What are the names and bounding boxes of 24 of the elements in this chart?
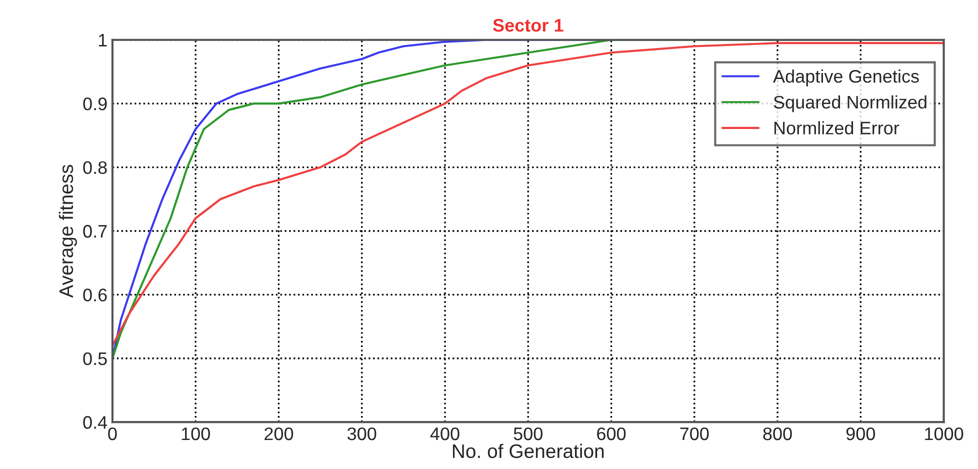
y-tick-label: 0.7 — [83, 224, 107, 238]
chart-title: Sector 1 — [493, 18, 564, 32]
x-tick-label: 400 — [430, 427, 460, 440]
x-tick-label: 900 — [846, 427, 875, 440]
y-tick-label: 0.8 — [83, 161, 107, 174]
x-tick-label: 300 — [347, 427, 376, 440]
y-tick-label: 0.4 — [83, 416, 108, 429]
x-tick-label: 600 — [597, 427, 626, 440]
y-axis-title: Average fitness — [58, 164, 77, 298]
y-tick-label: 0.6 — [83, 288, 107, 302]
x-tick-label: 100 — [182, 427, 210, 440]
y-tick-label: 0.5 — [83, 352, 107, 366]
x-tick-label: 0 — [108, 427, 117, 440]
x-tick-label: 500 — [514, 427, 542, 440]
legend-label: Squared Normlized — [774, 95, 926, 112]
legend-label: Normlized Error — [774, 121, 900, 134]
x-tick-label: 1000 — [925, 427, 964, 440]
x-tick-label: 800 — [763, 427, 792, 440]
y-tick-label: 0.9 — [83, 98, 107, 110]
x-tick-label: 200 — [264, 427, 294, 440]
legend-label: Adaptive Genetics — [773, 69, 919, 86]
x-axis-title: No. of Generation — [452, 444, 604, 458]
x-tick-label: 700 — [680, 427, 709, 440]
y-tick-label: 1 — [98, 34, 107, 46]
